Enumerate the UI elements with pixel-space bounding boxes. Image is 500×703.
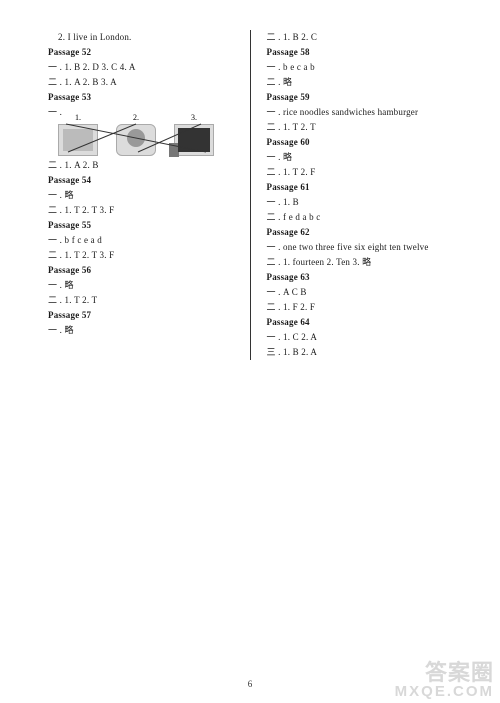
text-line: 二 . 1. fourteen 2. Ten 3. 略 [267,255,461,270]
text-line: 一 . b e c a b [267,60,461,75]
text-line: 二 . 1. T 2. T [48,293,242,308]
text-line: 二 . 1. F 2. F [267,300,461,315]
passage-heading: Passage 59 [267,90,461,105]
text-line: 一 . one two three five six eight ten twe… [267,240,461,255]
passage-heading: Passage 60 [267,135,461,150]
text-line: 三 . 1. B 2. A [267,345,461,360]
watermark: 答案圈 MXQE.COM [395,662,494,699]
passage-heading: Passage 58 [267,45,461,60]
text-line: 二 . f e d a b c [267,210,461,225]
passage-heading: Passage 54 [48,173,242,188]
watermark-line1: 答案圈 [395,662,494,684]
page: 2. I live in London. Passage 52 一 . 1. B… [0,0,500,703]
passage-heading: Passage 64 [267,315,461,330]
passage-heading: Passage 57 [48,308,242,323]
passage-heading: Passage 63 [267,270,461,285]
passage-heading: Passage 55 [48,218,242,233]
passage-heading: Passage 56 [48,263,242,278]
passage-heading: Passage 53 [48,90,242,105]
thumb-label: 1. [75,113,81,122]
text-line: 二 . 1. T 2. F [267,165,461,180]
text-line: 一 . 1. B 2. D 3. C 4. A [48,60,242,75]
passage-heading: Passage 52 [48,45,242,60]
text-line: 二 . 略 [267,75,461,90]
text-line: 二 . 1. A 2. B 3. A [48,75,242,90]
columns: 2. I live in London. Passage 52 一 . 1. B… [48,30,460,360]
text-line: 一 . rice noodles sandwiches hamburger [267,105,461,120]
left-column: 2. I live in London. Passage 52 一 . 1. B… [48,30,251,360]
text-line: 一 . 1. B [267,195,461,210]
right-column: 二 . 1. B 2. C Passage 58 一 . b e c a b 二… [261,30,461,360]
passage-heading: Passage 62 [267,225,461,240]
text-line: 一 . 略 [48,188,242,203]
text-line: 二 . 1. T 2. T [267,120,461,135]
thumb-label: 3. [191,113,197,122]
text-line: 二 . 1. B 2. C [267,30,461,45]
text-line: 一 . 略 [267,150,461,165]
text-line: 一 . 略 [48,278,242,293]
text-line: 二 . 1. T 2. T 3. F [48,248,242,263]
text-line: 二 . 1. T 2. T 3. F [48,203,242,218]
thumb-label: 2. [133,113,139,122]
text-line: 一 . 1. C 2. A [267,330,461,345]
watermark-line2: MXQE.COM [395,684,494,699]
text-line: 2. I live in London. [48,30,242,45]
cross-svg [56,122,226,162]
passage-heading: Passage 61 [267,180,461,195]
text-line: 一 . b f c e a d [48,233,242,248]
text-line: 一 . 略 [48,323,242,338]
text-line: 一 . A C B [267,285,461,300]
